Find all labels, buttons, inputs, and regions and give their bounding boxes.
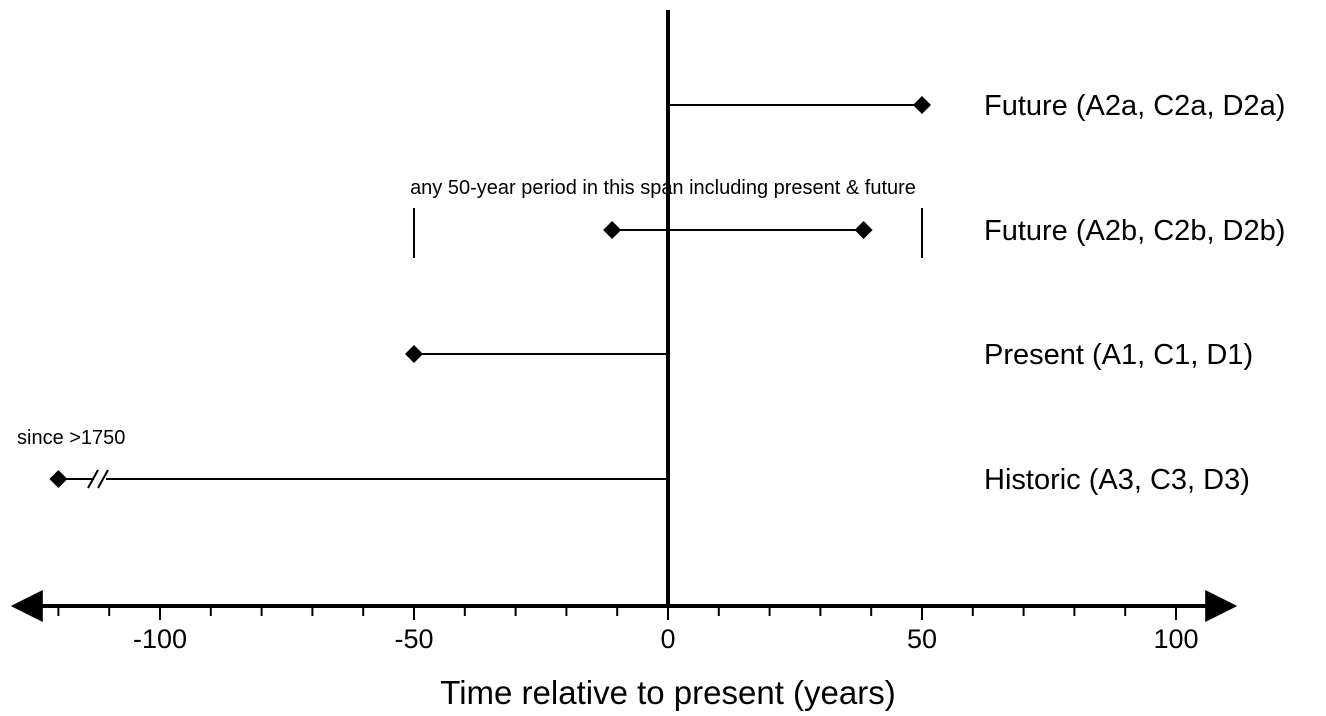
range-start-marker — [49, 470, 68, 488]
span-annotation: any 50-year period in this span includin… — [410, 177, 916, 199]
x-axis-ticks: -100 -50 0 50 100 — [57, 606, 1199, 654]
row-label: Present (A1, C1, D1) — [984, 339, 1253, 371]
row-label: Future (A2a, C2a, D2a) — [984, 90, 1285, 122]
span-bounds — [413, 208, 923, 258]
tick-label: -50 — [394, 624, 433, 654]
tick-label: 0 — [660, 624, 675, 654]
range-end-marker — [854, 221, 873, 239]
range-end-marker — [913, 96, 931, 114]
historic-annotation: since >1750 — [17, 427, 125, 449]
tick-label: -100 — [133, 624, 187, 654]
timeline-rows: Future (A2a, C2a, D2a) Future (A2b, C2b, … — [49, 90, 1285, 496]
axis-break-mark — [97, 469, 109, 489]
axis-break-gap — [94, 475, 106, 483]
axis-break-mark — [87, 469, 99, 489]
tick-label: 50 — [907, 624, 937, 654]
range-start-marker — [603, 221, 622, 239]
range-start-marker — [405, 345, 423, 363]
row-label: Historic (A3, C3, D3) — [984, 464, 1250, 496]
x-axis-title: Time relative to present (years) — [440, 674, 895, 711]
row-label: Future (A2b, C2b, D2b) — [984, 215, 1285, 247]
tick-label: 100 — [1153, 624, 1198, 654]
